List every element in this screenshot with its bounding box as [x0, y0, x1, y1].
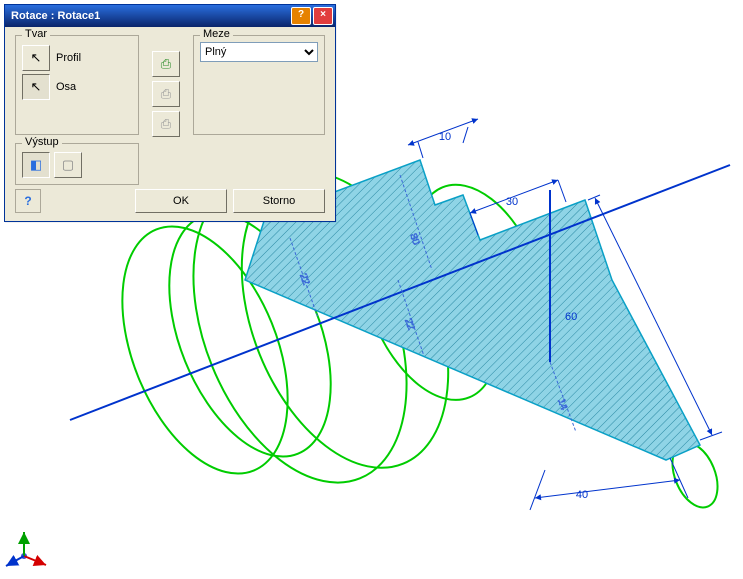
storno-button[interactable]: Storno [233, 189, 325, 213]
output-surface-button[interactable]: ▢ [54, 152, 82, 178]
ok-button[interactable]: OK [135, 189, 227, 213]
help-button[interactable]: ? [15, 189, 41, 213]
ok-button-label: OK [173, 195, 189, 207]
group-meze-legend: Meze [200, 28, 233, 40]
output-solid-button[interactable]: ◧ [22, 152, 50, 178]
svg-text:40: 40 [576, 489, 588, 501]
cursor-icon: ↖ [31, 79, 42, 95]
select-osa-button[interactable]: ↖ [22, 74, 50, 100]
dimension-10: 10 [408, 119, 478, 158]
svg-text:30: 30 [506, 196, 518, 208]
operation-join-button[interactable]: ⎙ [152, 51, 180, 77]
help-icon: ? [24, 194, 31, 208]
profil-label: Profil [56, 52, 81, 64]
group-tvar: Tvar ↖ Profil ↖ Osa [15, 35, 139, 135]
svg-text:10: 10 [439, 131, 451, 143]
titlebar-help-button[interactable]: ? [291, 7, 311, 25]
op-intersect-icon: ⎙ [161, 116, 171, 132]
group-tvar-legend: Tvar [22, 28, 50, 40]
revolve-dialog: Rotace : Rotace1 ? × Tvar ↖ Profil ↖ Osa [4, 4, 336, 222]
dialog-titlebar[interactable]: Rotace : Rotace1 ? × [5, 5, 335, 27]
dialog-title: Rotace : Rotace1 [11, 10, 289, 22]
storno-button-label: Storno [263, 195, 295, 207]
select-profil-button[interactable]: ↖ [22, 45, 50, 71]
op-join-icon: ⎙ [161, 56, 171, 72]
cursor-icon: ↖ [31, 50, 42, 66]
svg-text:60: 60 [565, 311, 577, 323]
titlebar-close-button[interactable]: × [313, 7, 333, 25]
orientation-gizmo [6, 532, 46, 566]
osa-label: Osa [56, 81, 76, 93]
surface-icon: ▢ [62, 157, 74, 173]
group-meze: Meze Plný [193, 35, 325, 135]
dimension-40: 40 [530, 458, 688, 510]
group-vystup-legend: Výstup [22, 136, 62, 148]
solid-icon: ◧ [30, 157, 42, 173]
op-cut-icon: ⎙ [161, 86, 171, 102]
operation-intersect-button[interactable]: ⎙ [152, 111, 180, 137]
operation-cut-button[interactable]: ⎙ [152, 81, 180, 107]
operation-column: ⎙ ⎙ ⎙ [141, 33, 191, 137]
meze-select[interactable]: Plný [200, 42, 318, 62]
group-vystup: Výstup ◧ ▢ [15, 143, 139, 185]
